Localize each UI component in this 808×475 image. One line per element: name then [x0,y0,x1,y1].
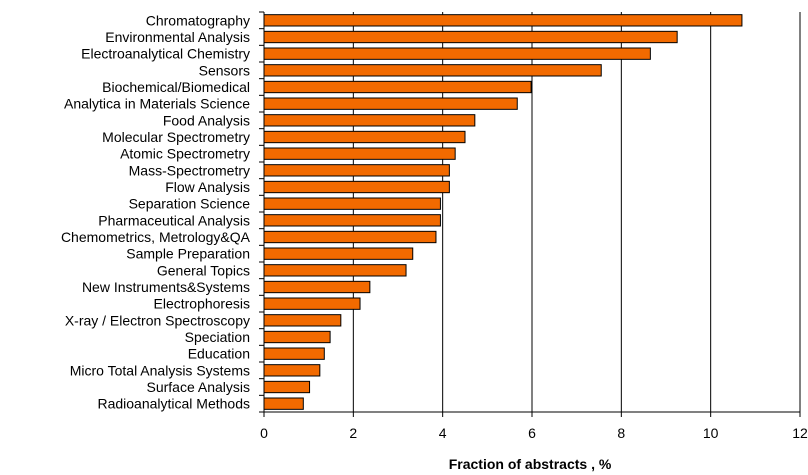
bar-3 [263,64,602,77]
x-tick-label-0: 0 [260,425,268,441]
category-label-16: New Instruments&Systems [82,279,250,295]
bar-22 [263,380,311,394]
bar-21 [263,364,321,377]
category-label-12: Pharmaceutical Analysis [98,212,250,228]
category-label-15: General Topics [157,262,250,278]
category-label-8: Atomic Spectrometry [120,146,250,162]
category-label-17: Electrophoresis [154,296,251,312]
category-label-1: Environmental Analysis [105,29,250,45]
x-tick-label-6: 12 [792,425,808,441]
bar-5 [263,97,518,110]
bar-20 [263,347,325,360]
bar-11 [263,197,441,210]
bar-1 [263,30,678,44]
x-axis-title: Fraction of abstracts , % [449,456,612,472]
category-label-3: Sensors [199,62,250,78]
bar-14 [263,247,414,260]
bar-13 [263,230,437,244]
category-label-18: X-ray / Electron Spectroscopy [65,312,250,328]
bar-9 [263,164,450,177]
category-label-11: Separation Science [129,196,251,212]
category-label-7: Molecular Spectrometry [102,129,250,145]
category-label-4: Biochemical/Biomedical [102,79,250,95]
category-label-9: Mass-Spectrometry [129,162,250,178]
axes [259,11,801,417]
x-tick-label-2: 4 [439,425,447,441]
bar-0 [263,14,743,27]
category-label-5: Analytica in Materials Science [64,96,250,112]
x-tick-label-4: 8 [617,425,625,441]
bar-8 [263,147,456,160]
bar-18 [263,314,342,327]
bar-15 [263,264,407,277]
bar-23 [263,397,304,410]
category-label-23: Radioanalytical Methods [97,396,250,412]
bar-16 [263,280,371,294]
bar-17 [263,297,361,310]
category-label-22: Surface Analysis [147,379,251,395]
bars [263,14,743,410]
bar-4 [263,80,532,94]
bar-6 [263,114,476,127]
category-label-10: Flow Analysis [165,179,250,195]
category-label-6: Food Analysis [163,112,250,128]
bar-2 [263,47,651,60]
x-tick-label-3: 6 [528,425,536,441]
category-label-13: Chemometrics, Metrology&QA [61,229,251,245]
gridlines [352,12,801,412]
bar-12 [263,214,441,227]
x-tick-label-1: 2 [349,425,357,441]
bar-7 [263,130,466,144]
category-label-21: Micro Total Analysis Systems [70,362,250,378]
category-label-2: Electroanalytical Chemistry [81,46,250,62]
x-tick-label-5: 10 [703,425,719,441]
category-label-14: Sample Preparation [126,246,250,262]
bar-10 [263,180,450,194]
tick-labels: 0 2 4 6 8 10 12 [260,425,808,441]
category-label-20: Education [188,346,250,362]
category-label-0: Chromatography [146,12,250,28]
bar-19 [263,330,331,344]
category-label-19: Speciation [185,329,250,345]
